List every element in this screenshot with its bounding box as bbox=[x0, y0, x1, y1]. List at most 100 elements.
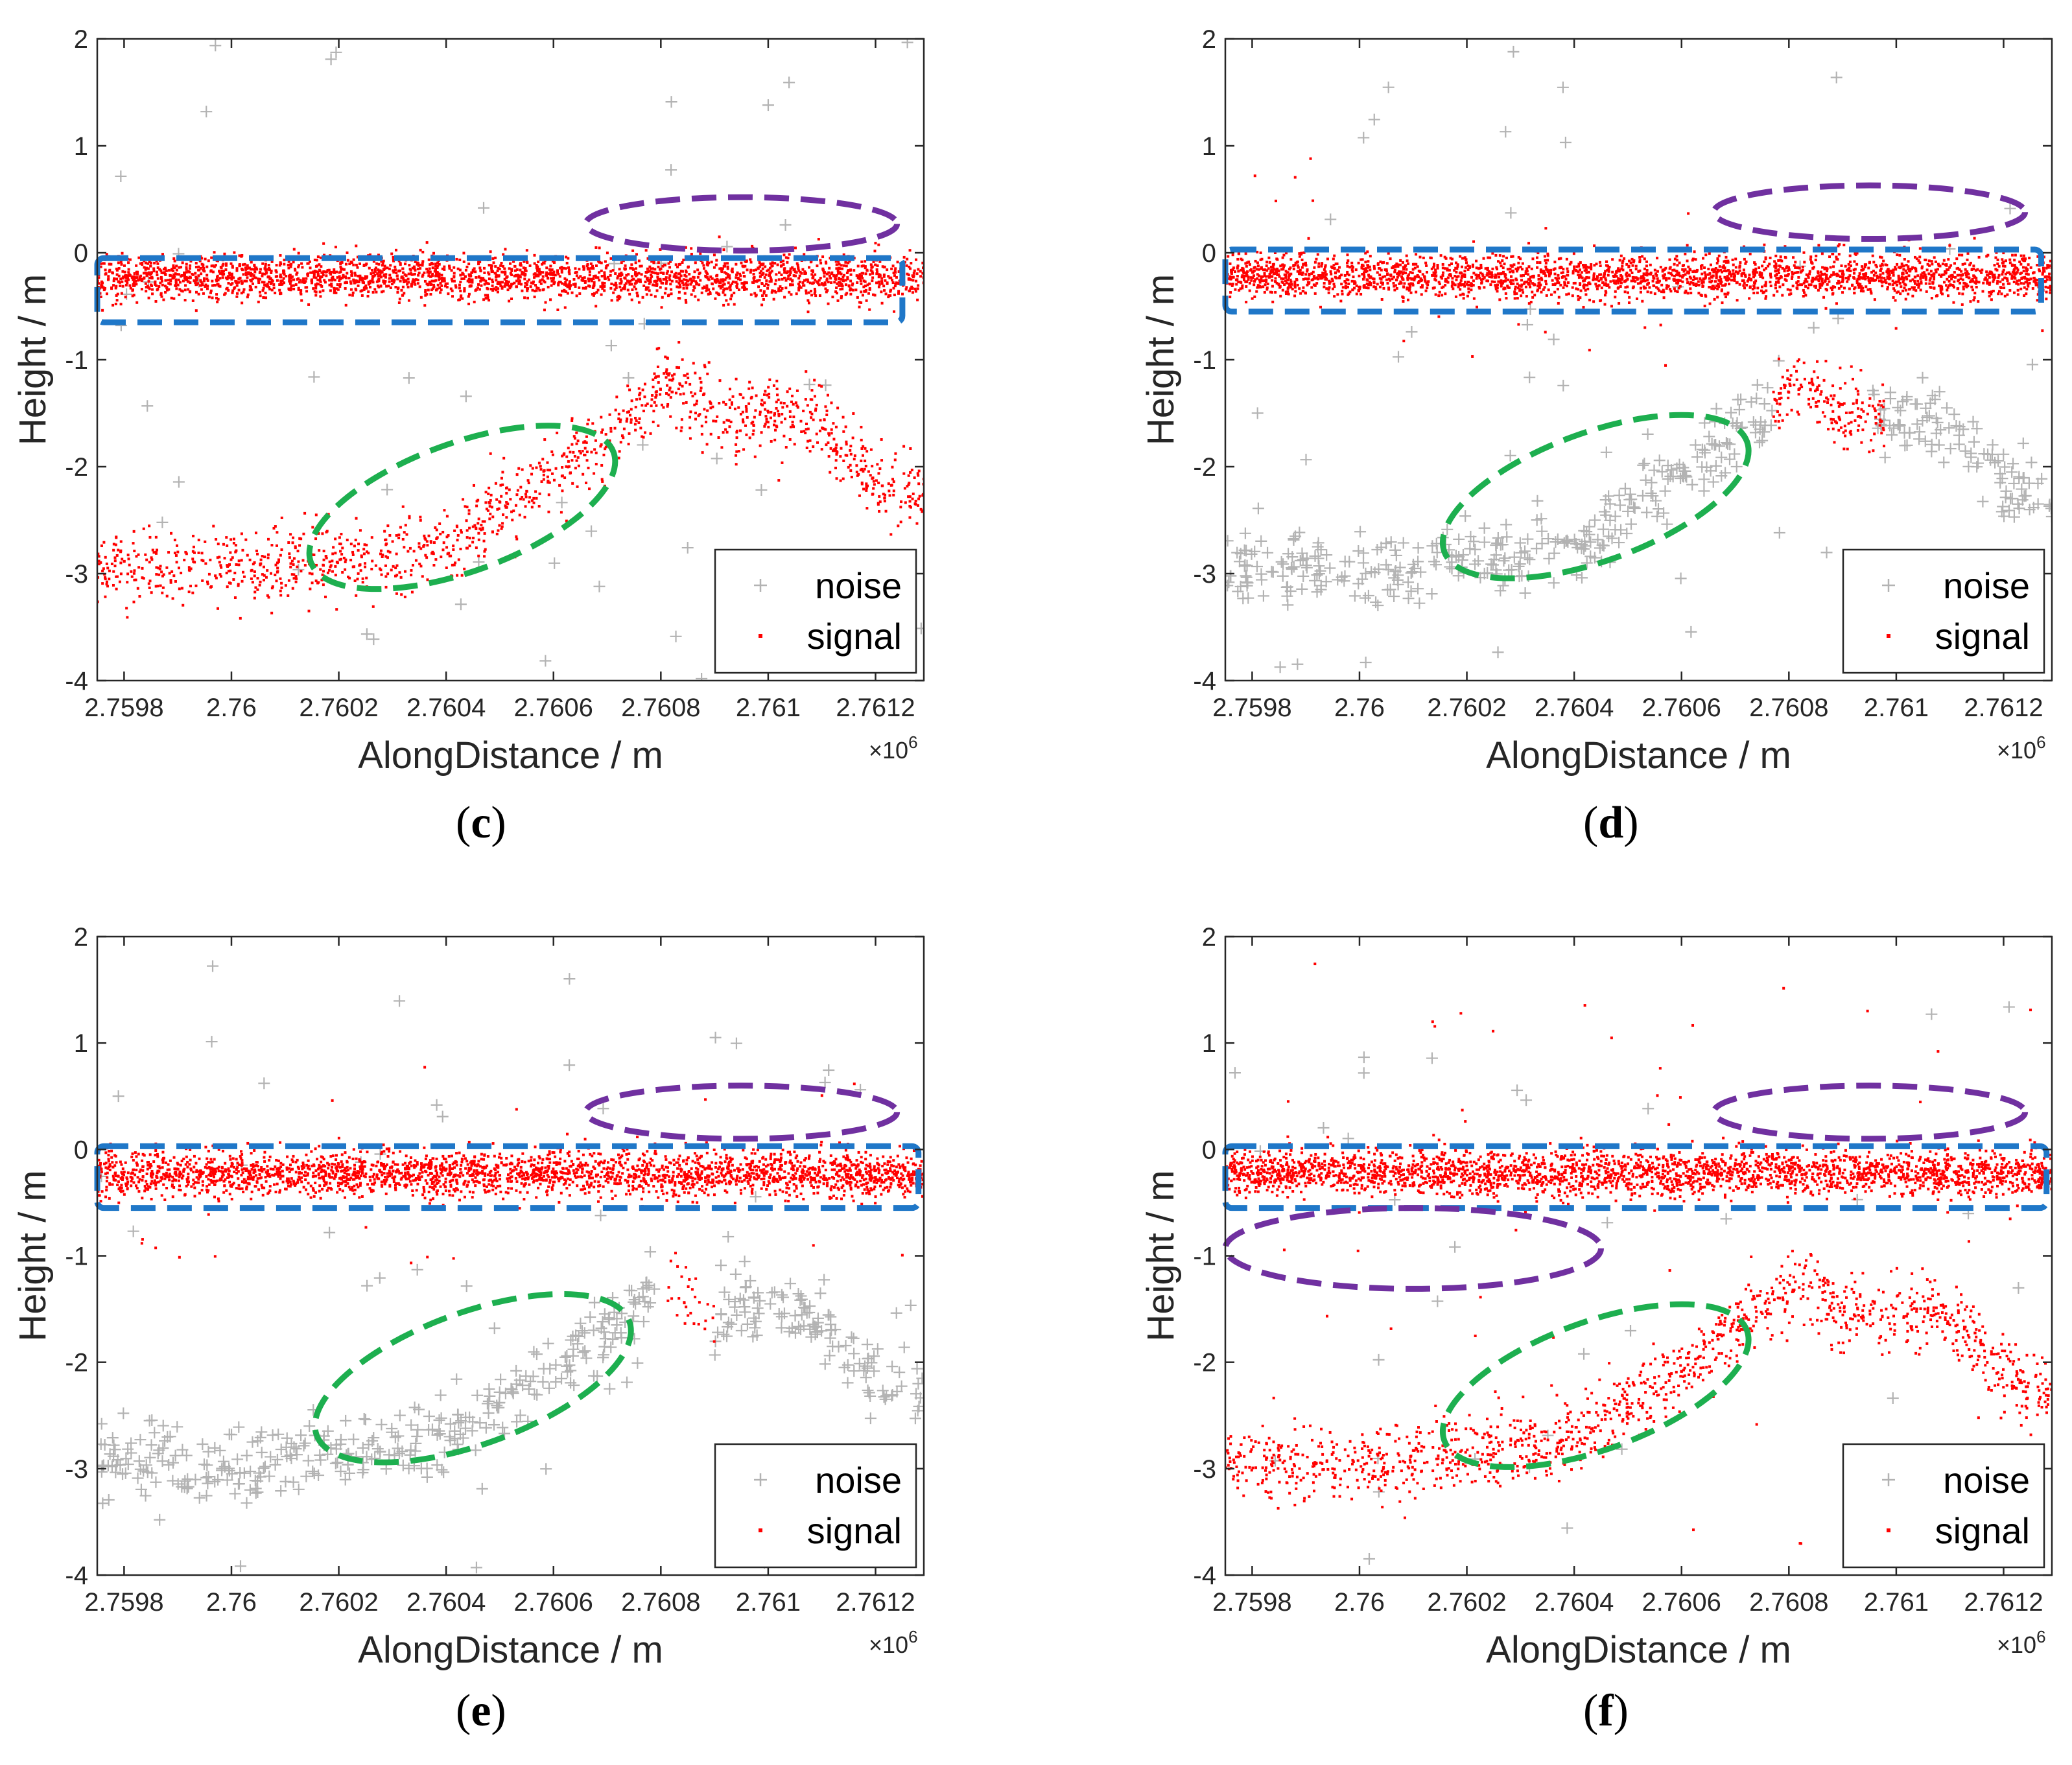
signal-point bbox=[296, 550, 300, 553]
signal-point bbox=[779, 401, 783, 404]
signal-point bbox=[682, 402, 685, 405]
signal-point bbox=[393, 279, 396, 282]
signal-point bbox=[646, 277, 649, 281]
signal-point bbox=[1494, 284, 1497, 287]
signal-point bbox=[424, 290, 427, 294]
noise-point bbox=[1368, 113, 1380, 126]
signal-point bbox=[716, 415, 719, 418]
noise-point bbox=[1535, 513, 1548, 525]
signal-point bbox=[565, 465, 568, 468]
signal-point bbox=[1971, 288, 1974, 292]
signal-point bbox=[821, 427, 824, 430]
signal-point bbox=[529, 285, 532, 288]
signal-point bbox=[287, 266, 290, 270]
signal-point bbox=[808, 281, 812, 285]
signal-point bbox=[630, 263, 633, 266]
signal-point bbox=[692, 362, 695, 365]
signal-point bbox=[168, 282, 171, 285]
signal-point bbox=[600, 293, 603, 296]
signal-point bbox=[637, 259, 641, 263]
signal-point bbox=[648, 265, 652, 268]
signal-point bbox=[292, 248, 296, 251]
noise-point bbox=[901, 39, 913, 49]
signal-point bbox=[1629, 261, 1632, 264]
signal-point bbox=[199, 266, 202, 270]
signal-point bbox=[200, 288, 203, 291]
signal-point bbox=[489, 266, 493, 270]
signal-point bbox=[121, 277, 124, 280]
signal-point bbox=[173, 259, 176, 263]
legend-marker-noise bbox=[754, 579, 767, 592]
signal-point bbox=[847, 285, 851, 288]
signal-point bbox=[501, 522, 504, 525]
signal-point bbox=[235, 549, 238, 552]
signal-point bbox=[644, 280, 647, 283]
signal-point bbox=[384, 555, 388, 558]
signal-point bbox=[606, 264, 609, 267]
signal-point bbox=[261, 274, 264, 277]
signal-point bbox=[558, 281, 561, 284]
signal-point bbox=[504, 283, 508, 286]
signal-point bbox=[864, 266, 867, 270]
signal-point bbox=[172, 257, 176, 260]
signal-point bbox=[322, 289, 325, 292]
signal-point bbox=[649, 276, 652, 279]
signal-point bbox=[724, 403, 727, 406]
signal-point bbox=[1376, 263, 1380, 266]
noise-point bbox=[1441, 523, 1454, 535]
signal-point bbox=[214, 574, 217, 578]
signal-point bbox=[441, 548, 445, 552]
signal-point bbox=[856, 264, 860, 268]
signal-point bbox=[891, 281, 895, 285]
signal-point bbox=[891, 478, 895, 481]
signal-point bbox=[595, 291, 598, 294]
signal-point bbox=[760, 303, 764, 307]
signal-point bbox=[728, 398, 731, 401]
signal-point bbox=[162, 573, 165, 576]
signal-point bbox=[147, 262, 150, 265]
signal-point bbox=[150, 276, 154, 279]
signal-point bbox=[349, 288, 353, 291]
signal-point bbox=[489, 493, 493, 497]
signal-point bbox=[709, 400, 712, 403]
signal-point bbox=[175, 264, 178, 268]
signal-point bbox=[395, 552, 398, 555]
signal-point bbox=[906, 485, 909, 488]
signal-point bbox=[171, 570, 174, 573]
noise-point bbox=[1820, 546, 1833, 559]
noise-point bbox=[585, 525, 598, 537]
signal-point bbox=[1712, 270, 1715, 274]
signal-point bbox=[806, 299, 810, 302]
signal-point bbox=[650, 404, 653, 408]
signal-point bbox=[1745, 283, 1748, 286]
signal-point bbox=[769, 416, 772, 419]
signal-point bbox=[242, 273, 245, 276]
signal-point bbox=[705, 289, 708, 292]
signal-point bbox=[822, 270, 825, 274]
signal-point bbox=[595, 276, 598, 279]
signal-point bbox=[401, 267, 405, 270]
signal-point bbox=[1284, 251, 1288, 255]
signal-point bbox=[97, 282, 100, 285]
signal-point bbox=[301, 279, 305, 283]
signal-point bbox=[1767, 264, 1770, 268]
signal-point bbox=[142, 577, 145, 580]
signal-point bbox=[613, 283, 616, 286]
signal-point bbox=[878, 467, 882, 471]
noise-point bbox=[1579, 535, 1591, 548]
signal-point bbox=[149, 264, 152, 268]
signal-point bbox=[352, 258, 355, 261]
signal-point bbox=[546, 469, 549, 472]
signal-point bbox=[840, 264, 843, 267]
signal-point bbox=[423, 304, 427, 307]
signal-point bbox=[202, 559, 205, 563]
signal-point bbox=[408, 515, 411, 518]
signal-point bbox=[837, 260, 840, 263]
signal-point bbox=[322, 558, 325, 561]
signal-point bbox=[333, 279, 336, 282]
signal-point bbox=[822, 268, 825, 272]
signal-point bbox=[119, 285, 122, 288]
signal-point bbox=[689, 410, 692, 414]
signal-point bbox=[425, 293, 429, 296]
noise-point bbox=[1894, 404, 1907, 417]
